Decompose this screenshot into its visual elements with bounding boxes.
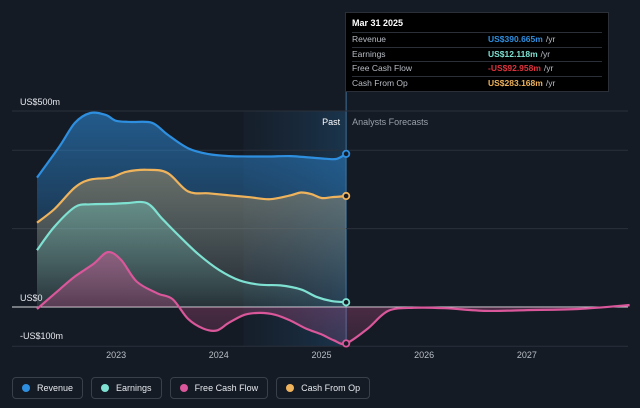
- tooltip-value: US$12.118m: [488, 48, 538, 59]
- legend-item-earnings[interactable]: Earnings: [91, 377, 162, 399]
- legend-item-revenue[interactable]: Revenue: [12, 377, 84, 399]
- tooltip-label: Revenue: [352, 34, 387, 44]
- legend-label: Revenue: [37, 383, 74, 393]
- legend-label: Free Cash Flow: [194, 383, 259, 393]
- legend-label: Cash From Op: [301, 383, 361, 393]
- tooltip-unit: /yr: [545, 77, 556, 88]
- legend-dot-icon: [286, 384, 295, 392]
- tooltip-label: Earnings: [352, 48, 386, 59]
- tooltip-label: Free Cash Flow: [352, 63, 412, 73]
- marker-free-cash-flow: [342, 339, 351, 348]
- legend-dot-icon: [179, 384, 188, 392]
- tooltip-unit: /yr: [540, 48, 551, 59]
- line-revenue: [36, 111, 347, 179]
- area-free-cash-flow: [37, 252, 630, 344]
- tooltip-row-free-cash-flow: Free Cash Flow -US$92.958m /yr: [352, 61, 602, 76]
- x-tick-label: 2024: [209, 350, 229, 360]
- marker-cash-from-op: [342, 191, 351, 201]
- x-tick-label: 2023: [106, 350, 126, 360]
- tooltip-value: US$283.168m: [488, 77, 543, 88]
- tooltip-row-earnings: Earnings US$12.118m /yr: [352, 46, 602, 62]
- forecast-label: Analysts Forecasts: [352, 117, 429, 127]
- line-earnings: [36, 200, 347, 304]
- x-tick-label: 2025: [311, 350, 331, 360]
- tooltip-label: Cash From Op: [352, 77, 408, 88]
- marker-earnings: [342, 298, 351, 307]
- tooltip-date: Mar 31 2025: [352, 18, 404, 28]
- tooltip-unit: /yr: [543, 63, 554, 73]
- x-tick-label: 2026: [414, 350, 434, 360]
- line-free-cash-flow: [36, 250, 630, 346]
- legend-dot-icon: [101, 384, 110, 392]
- tooltip-value: US$390.665m: [488, 34, 543, 44]
- y-tick-label: US$0: [20, 293, 43, 303]
- y-tick-label: US$500m: [20, 97, 60, 107]
- tooltip-row-revenue: Revenue US$390.665m /yr: [352, 32, 602, 47]
- x-tick-label: 2027: [517, 350, 537, 360]
- legend-item-free-cash-flow[interactable]: Free Cash Flow: [169, 377, 269, 399]
- line-cash-from-op: [36, 168, 347, 224]
- legend: Revenue Earnings Free Cash Flow Cash Fro…: [12, 377, 371, 399]
- legend-item-cash-from-op[interactable]: Cash From Op: [276, 377, 371, 399]
- y-tick-label: -US$100m: [20, 331, 63, 341]
- tooltip-row-cash-from-op: Cash From Op US$283.168m /yr: [352, 75, 602, 91]
- past-label: Past: [322, 117, 341, 127]
- tooltip-panel: Mar 31 2025 Revenue US$390.665m /yr Earn…: [345, 12, 609, 92]
- marker-revenue: [342, 149, 351, 158]
- legend-dot-icon: [22, 384, 30, 392]
- tooltip-value: -US$92.958m: [488, 63, 541, 73]
- legend-label: Earnings: [116, 383, 152, 393]
- tooltip-unit: /yr: [545, 34, 556, 44]
